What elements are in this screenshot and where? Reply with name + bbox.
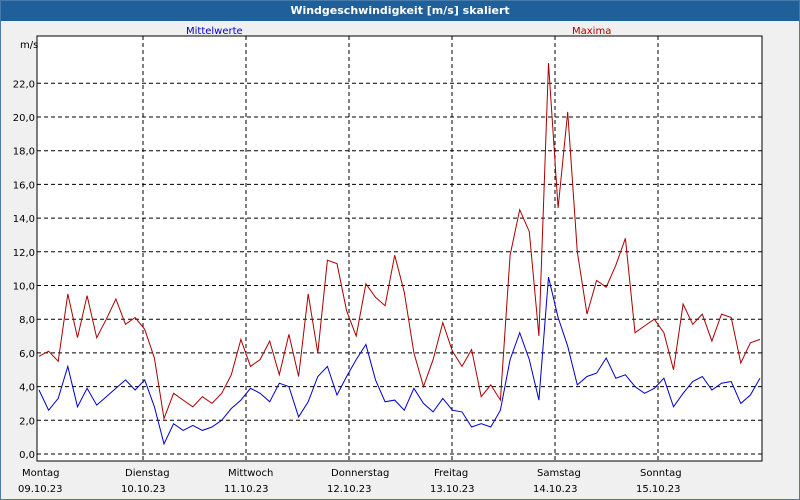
- y-tick-label: 0,0: [19, 450, 35, 461]
- x-tick-date: 09.10.23: [18, 484, 63, 495]
- x-tick-date: 12.10.23: [327, 484, 372, 495]
- series-lines: [38, 63, 761, 446]
- y-tick-label: 6,0: [19, 349, 35, 360]
- x-tick-day: Sonntag: [640, 468, 682, 479]
- x-tick-day: Mittwoch: [228, 468, 273, 479]
- legend-maxima: Maxima: [572, 26, 611, 37]
- grid-lines: [37, 36, 762, 461]
- x-tick-day: Donnerstag: [331, 468, 389, 479]
- x-tick-day: Montag: [22, 468, 59, 479]
- x-tick-day: Samstag: [537, 468, 581, 479]
- plot-area: [36, 35, 763, 462]
- series-line-maxima: [38, 63, 761, 421]
- y-tick-label: 22,0: [13, 79, 35, 90]
- y-tick-label: 2,0: [19, 416, 35, 427]
- y-tick-label: 10,0: [13, 282, 35, 293]
- x-tick-date: 15.10.23: [636, 484, 681, 495]
- window-title: Windgeschwindigkeit [m/s] skaliert: [1, 1, 799, 21]
- x-tick-date: 11.10.23: [224, 484, 269, 495]
- y-tick-label: 14,0: [13, 214, 35, 225]
- y-tick-label: 16,0: [13, 180, 35, 191]
- x-tick-date: 13.10.23: [430, 484, 475, 495]
- x-tick-day: Dienstag: [125, 468, 170, 479]
- y-tick-label: 12,0: [13, 248, 35, 259]
- y-tick-label: 8,0: [19, 315, 35, 326]
- x-axis-ticks: Montag 09.10.23 Dienstag 10.10.23 Mittwoch 11…: [18, 468, 682, 495]
- legend-mittelwerte: Mittelwerte: [186, 26, 243, 37]
- x-tick-day: Freitag: [434, 468, 468, 479]
- y-axis-ticks: 0,0 2,0 4,0 6,0 8,0 10,0 12,0 14,0 16,0 18,0 20,0 2…: [13, 79, 35, 461]
- series-line-mittelwerte: [38, 276, 761, 446]
- x-tick-date: 10.10.23: [121, 484, 166, 495]
- y-tick-label: 20,0: [13, 113, 35, 124]
- x-tick-date: 14.10.23: [533, 484, 578, 495]
- y-tick-label: 18,0: [13, 147, 35, 158]
- y-tick-label: 4,0: [19, 383, 35, 394]
- y-unit-label: m/s: [20, 40, 38, 51]
